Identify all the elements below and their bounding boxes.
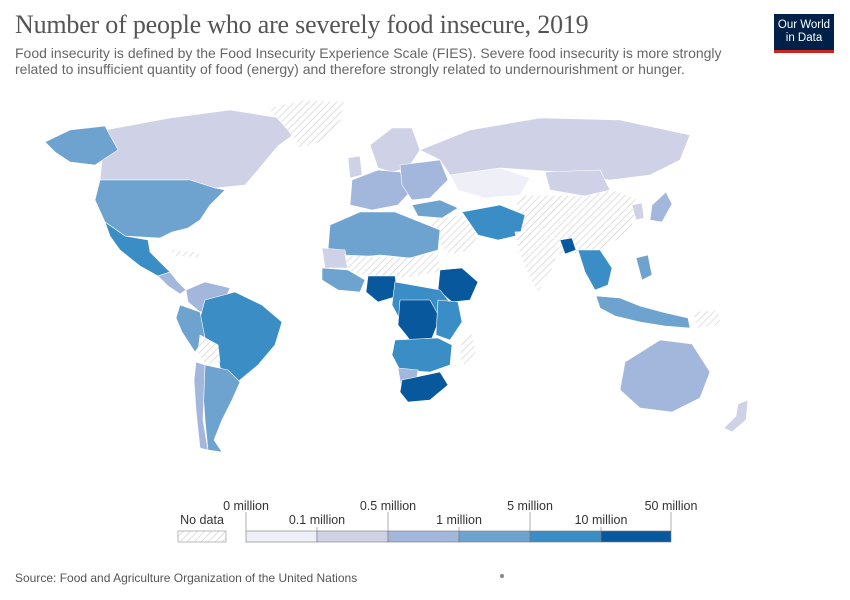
legend-label-3: 1 million [436, 513, 482, 527]
region-alaska[interactable] [44, 125, 119, 166]
region-japan[interactable] [649, 191, 673, 223]
legend-label-4: 5 million [507, 499, 553, 513]
owid-logo[interactable]: Our World in Data [774, 14, 834, 53]
legend-swatch-bin-2[interactable] [316, 530, 389, 543]
region-korea[interactable] [631, 202, 645, 221]
region-western-sahara[interactable] [321, 247, 349, 269]
legend-swatch-bin-4[interactable] [458, 530, 531, 543]
region-west-africa-coast[interactable] [321, 267, 366, 293]
region-central-america[interactable] [157, 271, 187, 295]
region-southern-africa-north[interactable] [391, 337, 453, 373]
region-nigeria[interactable] [365, 275, 399, 303]
legend-swatch-bin-5[interactable] [529, 530, 602, 543]
region-bolivia[interactable] [197, 334, 221, 366]
region-russia[interactable] [419, 117, 691, 181]
legend-ticks [245, 512, 672, 531]
region-bangladesh[interactable] [559, 237, 577, 255]
source-note: Source: Food and Agriculture Organizatio… [15, 571, 358, 585]
region-greenland[interactable] [267, 99, 346, 149]
region-south-africa[interactable] [399, 371, 449, 403]
region-scandinavia[interactable] [369, 127, 421, 173]
region-madagascar[interactable] [459, 333, 477, 369]
region-east-africa[interactable] [435, 299, 463, 341]
region-indonesia[interactable] [595, 295, 691, 329]
legend-swatch-bin-6[interactable] [600, 530, 672, 543]
region-png[interactable] [691, 309, 723, 329]
legend-label-2: 0.5 million [360, 499, 416, 513]
region-india[interactable] [514, 229, 561, 293]
legend-label-0: 0 million [223, 499, 269, 513]
region-argentina[interactable] [202, 364, 241, 453]
region-southeast-asia[interactable] [577, 249, 613, 291]
logo-line1: Our World [777, 19, 831, 31]
region-cuba[interactable] [169, 249, 203, 259]
legend-swatch-bin-3[interactable] [387, 530, 460, 543]
region-western-europe[interactable] [349, 169, 413, 211]
legend-swatch-bin-1[interactable] [245, 530, 318, 543]
region-new-zealand[interactable] [723, 399, 749, 433]
legend-label-5: 10 million [575, 513, 628, 527]
region-sahel[interactable] [344, 251, 441, 279]
region-chile[interactable] [193, 361, 209, 451]
legend-label-1: 0.1 million [289, 513, 345, 527]
legend-no-data-label: No data [180, 513, 224, 527]
map-legend: No data 0 million 0.1 million 0.5 millio… [177, 499, 698, 543]
region-peru[interactable] [175, 304, 206, 353]
region-turkey[interactable] [411, 199, 459, 219]
logo-line2: in Data [785, 32, 823, 44]
page-dot [500, 574, 504, 578]
region-mongolia[interactable] [544, 169, 611, 197]
region-uk[interactable] [347, 155, 363, 179]
world-map[interactable] [0, 95, 850, 495]
region-australia[interactable] [619, 339, 711, 413]
region-philippines[interactable] [635, 254, 653, 281]
legend-swatch-no-data[interactable] [177, 530, 227, 543]
legend-label-6: 50 million [645, 499, 698, 513]
chart-title: Number of people who are severely food i… [15, 10, 589, 39]
region-canada[interactable] [99, 109, 301, 189]
chart-subtitle: Food insecurity is defined by the Food I… [15, 45, 722, 77]
